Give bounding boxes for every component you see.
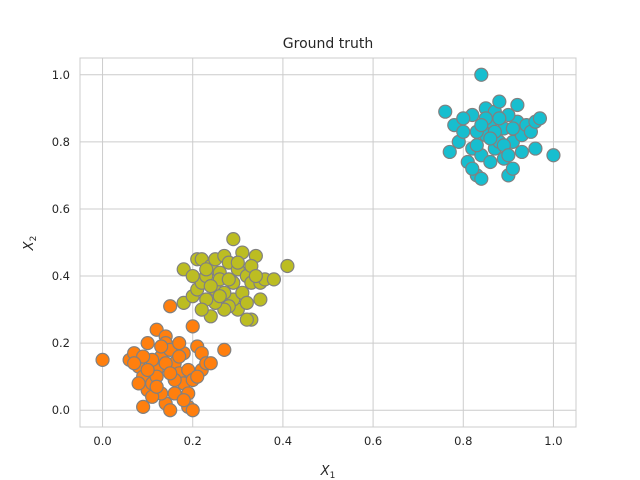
y-tick-label: 0.0 (52, 403, 70, 417)
data-point (140, 336, 155, 351)
data-point (474, 67, 489, 82)
x-tick-label: 0.4 (274, 434, 292, 448)
data-point (469, 138, 484, 153)
data-point (226, 232, 241, 247)
data-point (185, 268, 200, 284)
y-axis-label-subscript: 2 (29, 236, 39, 242)
data-point (163, 403, 178, 418)
series-3 (438, 67, 561, 186)
x-tick-label: 0.2 (184, 434, 202, 448)
data-point (532, 111, 548, 126)
data-point (528, 141, 543, 156)
x-axis-label: X1 (320, 464, 336, 480)
data-point (474, 171, 489, 186)
x-axis-label-subscript: 1 (330, 471, 336, 480)
data-point (483, 154, 498, 170)
data-point (438, 104, 453, 119)
data-point (163, 299, 178, 314)
x-tick-label: 0.0 (93, 434, 111, 448)
data-point (239, 312, 254, 327)
data-point (465, 161, 480, 176)
data-point (483, 131, 498, 146)
data-point (163, 366, 178, 381)
data-point (456, 111, 471, 126)
data-point (217, 342, 232, 357)
data-point (127, 356, 142, 371)
data-point (505, 121, 520, 136)
data-point (199, 262, 214, 277)
data-point (492, 94, 507, 109)
x-tick-label: 1.0 (544, 434, 562, 448)
y-tick-label: 0.4 (52, 269, 70, 283)
data-point (230, 255, 245, 270)
data-point (501, 148, 516, 163)
data-point (474, 117, 489, 133)
data-point (185, 403, 200, 418)
series-1 (95, 299, 232, 418)
data-point (266, 272, 281, 287)
y-tick-labels: 0.0 0.2 0.4 0.6 0.8 1.0 (52, 68, 70, 417)
data-point (172, 349, 187, 364)
data-point (248, 268, 263, 284)
data-point (505, 161, 520, 176)
y-axis-label-base: X (22, 240, 37, 251)
chart-title: Ground truth (283, 36, 373, 52)
data-point (221, 272, 236, 287)
y-tick-label: 0.6 (52, 202, 70, 216)
data-point (154, 339, 169, 354)
y-tick-label: 0.8 (52, 135, 70, 149)
x-tick-label: 0.6 (364, 434, 382, 448)
data-point (546, 148, 561, 163)
data-point (203, 279, 218, 294)
data-point (149, 379, 164, 394)
data-point (194, 302, 209, 317)
x-tick-labels: 0.0 0.2 0.4 0.6 0.8 1.0 (93, 434, 562, 448)
data-point (212, 289, 227, 304)
series-2 (176, 232, 295, 327)
data-point (253, 292, 268, 307)
data-point (176, 393, 191, 408)
data-point (239, 295, 254, 310)
data-point (456, 124, 471, 139)
data-point (136, 399, 151, 414)
data-point (172, 336, 187, 351)
data-point (190, 369, 205, 384)
y-tick-label: 1.0 (52, 68, 70, 82)
data-points (95, 67, 561, 418)
data-point (131, 376, 146, 391)
y-tick-label: 0.2 (52, 336, 70, 350)
data-point (442, 144, 457, 160)
y-axis-label: X2 (22, 236, 39, 252)
data-point (280, 258, 295, 274)
data-point (140, 362, 155, 378)
data-point (510, 97, 525, 113)
data-point (492, 111, 507, 126)
data-point (203, 356, 218, 371)
x-axis-label-base: X (320, 464, 331, 479)
x-tick-label: 0.8 (454, 434, 472, 448)
data-point (514, 144, 529, 160)
data-point (95, 352, 110, 368)
data-point (185, 319, 200, 334)
